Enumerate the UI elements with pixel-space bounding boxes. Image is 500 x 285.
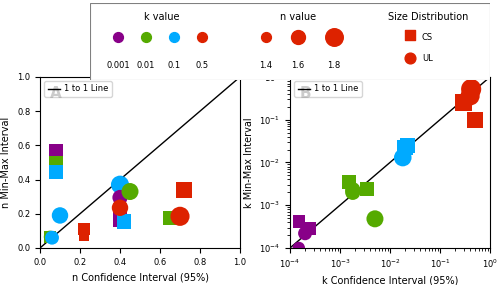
Point (56, 213, 64, 218)
Text: 0.01: 0.01 (137, 61, 155, 70)
Point (126, 189, 134, 194)
Y-axis label: n Min-Max Interval: n Min-Max Interval (2, 117, 12, 208)
X-axis label: k Confidence Interval (95%): k Confidence Interval (95%) (322, 276, 458, 285)
X-axis label: n Confidence Interval (95%): n Confidence Interval (95%) (72, 272, 208, 282)
Point (401, 146, 409, 150)
Point (460, 100, 468, 105)
Point (467, 87, 475, 91)
Point (116, 195, 124, 200)
Text: 1.4: 1.4 (260, 61, 272, 70)
Point (48, 235, 56, 240)
FancyBboxPatch shape (90, 3, 490, 80)
Y-axis label: k Min-Max Interval: k Min-Max Interval (244, 117, 254, 208)
Text: 0.1: 0.1 (168, 61, 180, 70)
Point (120, 219, 128, 224)
Text: 0.001: 0.001 (106, 61, 130, 70)
Point (301, 231, 309, 236)
Point (52, 148, 60, 153)
Legend: 1 to 1 Line: 1 to 1 Line (44, 81, 112, 97)
Point (345, 180, 353, 184)
Legend: 1 to 1 Line: 1 to 1 Line (294, 81, 362, 97)
Point (363, 187, 371, 191)
Text: Size Distribution: Size Distribution (388, 12, 468, 22)
Text: 0.5: 0.5 (196, 61, 208, 70)
Point (403, 143, 411, 148)
Text: k value: k value (144, 12, 180, 22)
Point (349, 188, 357, 192)
Point (116, 217, 124, 222)
Point (166, 216, 174, 220)
Point (295, 219, 303, 224)
Point (80, 227, 88, 231)
Text: B: B (300, 86, 312, 101)
Point (56, 213, 64, 218)
Text: CS: CS (422, 33, 433, 42)
Point (180, 188, 188, 192)
Point (399, 155, 407, 160)
Point (349, 190, 357, 195)
Point (52, 160, 60, 165)
Point (295, 246, 303, 250)
Text: 1.8: 1.8 (328, 61, 340, 70)
Text: 1.6: 1.6 (292, 61, 304, 70)
Point (46, 235, 54, 239)
Point (176, 214, 184, 219)
Point (306, 227, 314, 231)
Point (80, 233, 88, 237)
Text: UL: UL (422, 54, 433, 63)
Text: n value: n value (280, 12, 316, 22)
Point (371, 217, 379, 221)
Point (116, 205, 124, 210)
Point (46, 235, 54, 239)
Point (466, 94, 474, 98)
Point (52, 170, 60, 174)
Point (471, 117, 479, 122)
Point (116, 182, 124, 187)
Text: A: A (50, 86, 62, 101)
